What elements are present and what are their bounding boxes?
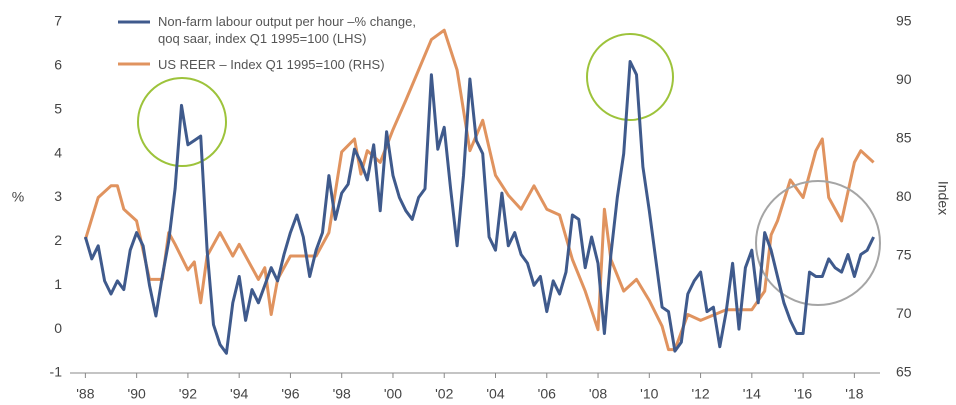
y2-tick-label: 75	[896, 247, 912, 263]
highlight-circle	[755, 180, 881, 306]
y-tick-label: 4	[54, 144, 62, 160]
x-tick-label: '92	[179, 386, 197, 402]
legend-label: US REER – Index Q1 1995=100 (RHS)	[158, 57, 385, 72]
y2-tick-label: 80	[896, 188, 912, 204]
x-tick-label: '04	[486, 386, 504, 402]
x-tick-label: '94	[230, 386, 248, 402]
y-tick-label: 0	[54, 320, 62, 336]
highlight-circle	[586, 33, 674, 121]
legend-label: Non-farm labour output per hour –% chang…	[158, 14, 416, 46]
x-tick-label: '18	[845, 386, 863, 402]
x-tick-label: '16	[794, 386, 812, 402]
x-tick-label: '14	[743, 386, 761, 402]
y-tick-label: 1	[54, 276, 62, 292]
series-line	[83, 60, 875, 355]
series-line	[83, 28, 875, 352]
y-tick-label: 6	[54, 57, 62, 73]
x-tick-label: '98	[333, 386, 351, 402]
y-tick-label: 2	[54, 232, 62, 248]
x-tick-label: '08	[589, 386, 607, 402]
x-tick-label: '00	[384, 386, 402, 402]
y2-tick-label: 65	[896, 364, 912, 380]
x-tick-label: '10	[640, 386, 658, 402]
y2-tick-label: 70	[896, 305, 912, 321]
highlight-circle	[137, 77, 227, 167]
y-tick-label: 7	[54, 13, 62, 29]
y-tick-label: 5	[54, 100, 62, 116]
y2-tick-label: 90	[896, 71, 912, 87]
x-tick-label: '02	[435, 386, 453, 402]
y2-tick-label: 95	[896, 13, 912, 29]
y2-tick-label: 85	[896, 130, 912, 146]
x-tick-label: '90	[128, 386, 146, 402]
y-tick-label: 3	[54, 188, 62, 204]
y-axis-label: %	[12, 189, 24, 205]
y-tick-label: -1	[50, 364, 63, 380]
x-tick-label: '96	[281, 386, 299, 402]
y2-axis-label: Index	[935, 181, 951, 215]
x-tick-label: '12	[691, 386, 709, 402]
x-tick-label: '06	[538, 386, 556, 402]
x-tick-label: '88	[76, 386, 94, 402]
